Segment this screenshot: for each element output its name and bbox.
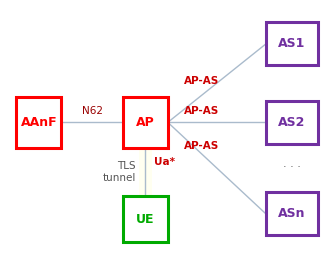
Text: TLS
tunnel: TLS tunnel: [102, 161, 136, 183]
Text: AP-AS: AP-AS: [184, 106, 219, 116]
Bar: [139, 144, 152, 200]
Text: ASn: ASn: [278, 208, 306, 220]
Text: AAnF: AAnF: [21, 116, 57, 129]
FancyBboxPatch shape: [266, 192, 318, 235]
FancyBboxPatch shape: [266, 22, 318, 65]
Text: AS2: AS2: [278, 116, 305, 129]
FancyBboxPatch shape: [123, 196, 168, 242]
FancyBboxPatch shape: [266, 101, 318, 144]
Text: UE: UE: [136, 213, 155, 226]
Text: Ua*: Ua*: [154, 156, 175, 166]
Text: AP-AS: AP-AS: [184, 76, 219, 86]
Text: . . .: . . .: [283, 159, 301, 169]
Text: AP-AS: AP-AS: [184, 141, 219, 151]
Text: AP: AP: [136, 116, 155, 129]
FancyBboxPatch shape: [123, 97, 168, 148]
FancyBboxPatch shape: [16, 97, 61, 148]
Text: AS1: AS1: [278, 37, 305, 50]
Text: N62: N62: [81, 106, 103, 116]
